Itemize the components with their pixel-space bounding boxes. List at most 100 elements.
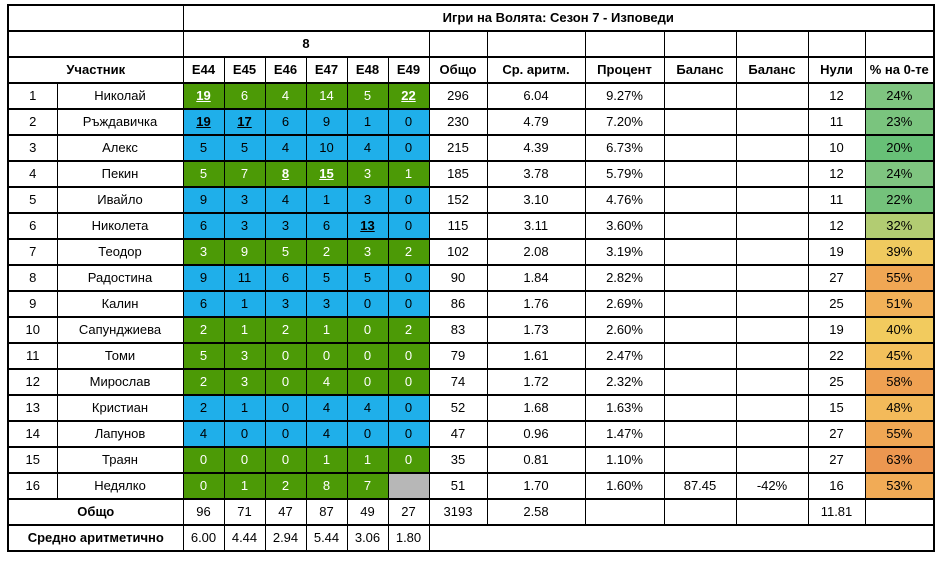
score-cell[interactable]: 4: [346, 134, 389, 162]
total-cell[interactable]: 47: [428, 420, 488, 448]
average-cell[interactable]: 4.79: [486, 108, 586, 136]
averages-score-cell[interactable]: 6.00: [182, 524, 225, 552]
balance-1-cell[interactable]: [663, 446, 737, 474]
score-cell[interactable]: 6: [182, 212, 225, 240]
score-cell[interactable]: 3: [346, 238, 389, 266]
percent-cell[interactable]: 3.60%: [584, 212, 665, 240]
zero-percent-cell[interactable]: 55%: [864, 420, 935, 448]
zeros-cell[interactable]: 19: [807, 238, 866, 266]
score-cell[interactable]: 19: [182, 108, 225, 136]
score-cell[interactable]: 4: [305, 420, 348, 448]
balance-1-cell[interactable]: [663, 290, 737, 318]
score-cell[interactable]: 0: [387, 420, 430, 448]
score-cell[interactable]: 1: [223, 290, 266, 318]
score-cell[interactable]: 4: [264, 186, 307, 214]
score-cell[interactable]: 7: [223, 160, 266, 188]
score-cell[interactable]: 3: [223, 186, 266, 214]
score-cell[interactable]: 1: [305, 316, 348, 344]
score-cell[interactable]: 19: [182, 82, 225, 110]
empty-cell[interactable]: [584, 30, 665, 58]
average-cell[interactable]: 1.76: [486, 290, 586, 318]
balance-2-cell[interactable]: [735, 186, 809, 214]
totals-label-cell[interactable]: Общо: [7, 498, 184, 526]
average-cell[interactable]: 0.96: [486, 420, 586, 448]
balance-2-cell[interactable]: [735, 368, 809, 396]
percent-cell[interactable]: 2.69%: [584, 290, 665, 318]
balance-1-cell[interactable]: [663, 108, 737, 136]
balance-1-cell[interactable]: [663, 212, 737, 240]
totals-balance-2-cell[interactable]: [735, 498, 809, 526]
score-cell[interactable]: 5: [223, 134, 266, 162]
score-cell[interactable]: 6: [182, 290, 225, 318]
average-cell[interactable]: 1.84: [486, 264, 586, 292]
averages-label-cell[interactable]: Средно аритметично: [7, 524, 184, 552]
score-cell[interactable]: 6: [264, 108, 307, 136]
empty-cell[interactable]: [663, 30, 737, 58]
score-cell[interactable]: 0: [346, 420, 389, 448]
rank-cell[interactable]: 2: [7, 108, 58, 136]
score-cell[interactable]: 3: [223, 368, 266, 396]
zeros-cell[interactable]: 25: [807, 368, 866, 396]
score-cell[interactable]: 2: [264, 472, 307, 500]
zeros-cell[interactable]: 15: [807, 394, 866, 422]
rank-cell[interactable]: 14: [7, 420, 58, 448]
score-cell[interactable]: 8: [305, 472, 348, 500]
score-cell[interactable]: 5: [182, 342, 225, 370]
rank-cell[interactable]: 15: [7, 446, 58, 474]
column-header-average[interactable]: Ср. аритм.: [486, 56, 586, 84]
percent-cell[interactable]: 6.73%: [584, 134, 665, 162]
balance-1-cell[interactable]: [663, 134, 737, 162]
averages-score-cell[interactable]: 5.44: [305, 524, 348, 552]
score-cell[interactable]: 0: [264, 394, 307, 422]
score-cell[interactable]: 0: [387, 264, 430, 292]
score-cell[interactable]: 5: [305, 264, 348, 292]
total-cell[interactable]: 230: [428, 108, 488, 136]
average-cell[interactable]: 6.04: [486, 82, 586, 110]
rank-cell[interactable]: 1: [7, 82, 58, 110]
score-cell[interactable]: 3: [264, 290, 307, 318]
score-cell[interactable]: 0: [305, 342, 348, 370]
score-cell[interactable]: 4: [264, 82, 307, 110]
totals-balance-1-cell[interactable]: [663, 498, 737, 526]
participant-name-cell[interactable]: Кристиан: [56, 394, 184, 422]
balance-2-cell[interactable]: [735, 134, 809, 162]
totals-zero-percent-cell[interactable]: [864, 498, 935, 526]
score-cell[interactable]: 0: [387, 342, 430, 370]
participant-name-cell[interactable]: Траян: [56, 446, 184, 474]
average-cell[interactable]: 1.72: [486, 368, 586, 396]
zeros-cell[interactable]: 27: [807, 420, 866, 448]
participant-name-cell[interactable]: Радостина: [56, 264, 184, 292]
score-cell[interactable]: 1: [346, 108, 389, 136]
balance-1-cell[interactable]: [663, 238, 737, 266]
zero-percent-cell[interactable]: 24%: [864, 82, 935, 110]
score-cell[interactable]: 1: [223, 394, 266, 422]
total-cell[interactable]: 215: [428, 134, 488, 162]
score-cell[interactable]: 3: [305, 290, 348, 318]
score-cell[interactable]: 0: [346, 342, 389, 370]
column-header-balance-2[interactable]: Баланс: [735, 56, 809, 84]
percent-cell[interactable]: 1.63%: [584, 394, 665, 422]
column-header-participant[interactable]: Участник: [7, 56, 184, 84]
balance-1-cell[interactable]: [663, 342, 737, 370]
score-cell[interactable]: 4: [346, 394, 389, 422]
balance-2-cell[interactable]: [735, 82, 809, 110]
zero-percent-cell[interactable]: 22%: [864, 186, 935, 214]
score-cell[interactable]: 2: [264, 316, 307, 344]
zero-percent-cell[interactable]: 45%: [864, 342, 935, 370]
percent-cell[interactable]: 9.27%: [584, 82, 665, 110]
rank-cell[interactable]: 4: [7, 160, 58, 188]
score-cell[interactable]: 9: [182, 264, 225, 292]
zeros-cell[interactable]: 27: [807, 446, 866, 474]
score-cell[interactable]: 1: [387, 160, 430, 188]
totals-score-cell[interactable]: 87: [305, 498, 348, 526]
balance-1-cell[interactable]: [663, 186, 737, 214]
participant-name-cell[interactable]: Николета: [56, 212, 184, 240]
totals-total-cell[interactable]: 3193: [428, 498, 488, 526]
participant-name-cell[interactable]: Калин: [56, 290, 184, 318]
percent-cell[interactable]: 1.10%: [584, 446, 665, 474]
participant-name-cell[interactable]: Алекс: [56, 134, 184, 162]
balance-1-cell[interactable]: [663, 316, 737, 344]
total-cell[interactable]: 35: [428, 446, 488, 474]
column-header-balance-1[interactable]: Баланс: [663, 56, 737, 84]
score-cell[interactable]: 9: [305, 108, 348, 136]
